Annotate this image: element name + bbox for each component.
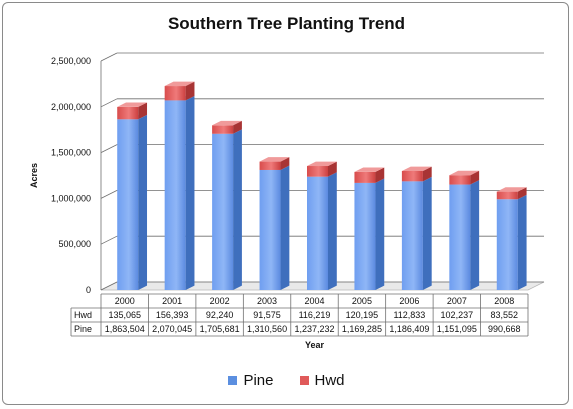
table-cell-pine-2002: 1,705,681 bbox=[200, 324, 240, 334]
chart-title: Southern Tree Planting Trend bbox=[167, 14, 406, 33]
bar-pine-2000-front bbox=[117, 119, 139, 290]
chart-legend: Pine Hwd bbox=[0, 372, 573, 389]
x-tick-label-2001: 2001 bbox=[162, 296, 182, 306]
table-cell-hwd-2007: 102,237 bbox=[441, 310, 474, 320]
bar-pine-2007-front bbox=[449, 184, 471, 290]
legend-item-pine: Pine bbox=[228, 372, 274, 389]
bar-hwd-2000-side bbox=[138, 102, 148, 120]
bar-pine-2008-front bbox=[496, 199, 518, 290]
table-cell-hwd-2008: 83,552 bbox=[491, 310, 519, 320]
x-tick-label-2003: 2003 bbox=[257, 296, 277, 306]
bar-pine-2001-front bbox=[164, 100, 186, 290]
table-cell-pine-2004: 1,237,232 bbox=[294, 324, 334, 334]
y-tick-label-4: 2,000,000 bbox=[51, 102, 91, 112]
table-cell-hwd-2000: 135,065 bbox=[108, 310, 141, 320]
bar-hwd-2003-side bbox=[280, 157, 290, 170]
table-cell-pine-2006: 1,186,409 bbox=[389, 324, 429, 334]
table-row-label-hwd: Hwd bbox=[74, 310, 92, 320]
bar-pine-2006-front bbox=[401, 181, 423, 290]
y-tick-label-0: 0 bbox=[86, 285, 91, 295]
bar-hwd-2007-front bbox=[449, 175, 471, 185]
table-cell-pine-2000: 1,863,504 bbox=[105, 324, 145, 334]
gridline-depth-0 bbox=[100, 281, 118, 291]
bar-hwd-2000-top bbox=[117, 102, 148, 107]
gridline-depth-2 bbox=[100, 190, 118, 199]
bar-hwd-2001-top bbox=[164, 81, 195, 87]
table-cell-hwd-2001: 156,393 bbox=[156, 310, 189, 320]
bar-hwd-2005-side bbox=[375, 167, 385, 183]
gridline-depth-5 bbox=[100, 52, 118, 62]
table-cell-hwd-2003: 91,575 bbox=[253, 310, 281, 320]
table-cell-hwd-2006: 112,833 bbox=[393, 310, 425, 320]
legend-swatch-hwd bbox=[299, 376, 309, 385]
bar-hwd-2003-top bbox=[259, 157, 290, 162]
x-tick-label-2008: 2008 bbox=[494, 296, 514, 306]
bar-hwd-2004-front bbox=[307, 166, 328, 177]
bar-hwd-2008-top bbox=[496, 187, 527, 192]
bar-hwd-2001-front bbox=[164, 86, 186, 101]
gridline-depth-4 bbox=[100, 98, 118, 108]
x-tick-label-2004: 2004 bbox=[304, 296, 324, 306]
bar-pine-2000-side bbox=[138, 114, 148, 290]
y-tick-label-3: 1,500,000 bbox=[51, 148, 91, 158]
bar-hwd-2008-front bbox=[496, 191, 518, 200]
legend-label-hwd: Hwd bbox=[314, 372, 345, 389]
bar-hwd-2005-front bbox=[354, 171, 376, 183]
legend-label-pine: Pine bbox=[243, 372, 274, 389]
bar-pine-2004-side bbox=[328, 172, 337, 290]
table-cell-pine-2001: 2,070,045 bbox=[152, 324, 192, 334]
table-cell-pine-2008: 990,668 bbox=[488, 324, 521, 334]
bar-pine-2007-side bbox=[470, 180, 480, 290]
table-cell-hwd-2002: 92,240 bbox=[206, 310, 234, 320]
bar-hwd-2002-front bbox=[212, 125, 234, 134]
bar-hwd-2001-side bbox=[185, 81, 195, 101]
table-cell-hwd-2005: 120,195 bbox=[346, 310, 379, 320]
bar-hwd-2007-top bbox=[449, 170, 480, 176]
bar-hwd-2004-top bbox=[307, 161, 337, 167]
y-tick-label-2: 1,000,000 bbox=[51, 193, 91, 203]
x-tick-label-2000: 2000 bbox=[115, 296, 135, 306]
bar-hwd-2000-front bbox=[117, 106, 139, 120]
table-cell-pine-2005: 1,169,285 bbox=[342, 324, 382, 334]
x-tick-label-2007: 2007 bbox=[447, 296, 467, 306]
x-axis-title: Year bbox=[305, 340, 325, 350]
table-cell-hwd-2004: 116,219 bbox=[299, 310, 331, 320]
y-axis-title: Acres bbox=[29, 163, 39, 188]
table-cell-pine-2007: 1,151,095 bbox=[437, 324, 477, 334]
bar-pine-2003-front bbox=[259, 169, 281, 290]
bar-hwd-2004-side bbox=[328, 161, 337, 177]
bar-hwd-2006-front bbox=[401, 170, 423, 182]
bar-pine-2008-side bbox=[517, 194, 527, 290]
bar-pine-2003-side bbox=[280, 165, 290, 290]
bar-hwd-2002-top bbox=[212, 120, 242, 126]
x-tick-label-2002: 2002 bbox=[210, 296, 230, 306]
table-cell-pine-2003: 1,310,560 bbox=[247, 324, 287, 334]
bar-pine-2005-front bbox=[354, 182, 376, 290]
legend-item-hwd: Hwd bbox=[299, 372, 345, 389]
gridline-depth-3 bbox=[100, 144, 118, 153]
table-row-label-pine: Pine bbox=[74, 324, 92, 334]
y-tick-label-5: 2,500,000 bbox=[51, 56, 91, 66]
bar-hwd-2006-side bbox=[422, 166, 432, 182]
legend-swatch-pine bbox=[228, 376, 238, 385]
bar-hwd-2008-side bbox=[517, 187, 527, 200]
bar-hwd-2006-top bbox=[401, 166, 432, 171]
bar-hwd-2003-front bbox=[259, 161, 281, 170]
bar-pine-2002-front bbox=[212, 133, 234, 290]
bar-hwd-2007-side bbox=[470, 170, 480, 185]
bar-pine-2001-side bbox=[185, 95, 195, 290]
bar-pine-2004-front bbox=[307, 176, 328, 290]
gridline-depth-1 bbox=[100, 235, 118, 245]
bar-hwd-2005-top bbox=[354, 167, 385, 172]
bar-pine-2002-side bbox=[233, 129, 242, 290]
x-tick-label-2005: 2005 bbox=[352, 296, 372, 306]
bar-hwd-2002-side bbox=[233, 120, 242, 134]
bar-pine-2006-side bbox=[422, 176, 432, 290]
x-tick-label-2006: 2006 bbox=[399, 296, 419, 306]
y-tick-label-1: 500,000 bbox=[58, 239, 91, 249]
bar-pine-2005-side bbox=[375, 178, 385, 290]
